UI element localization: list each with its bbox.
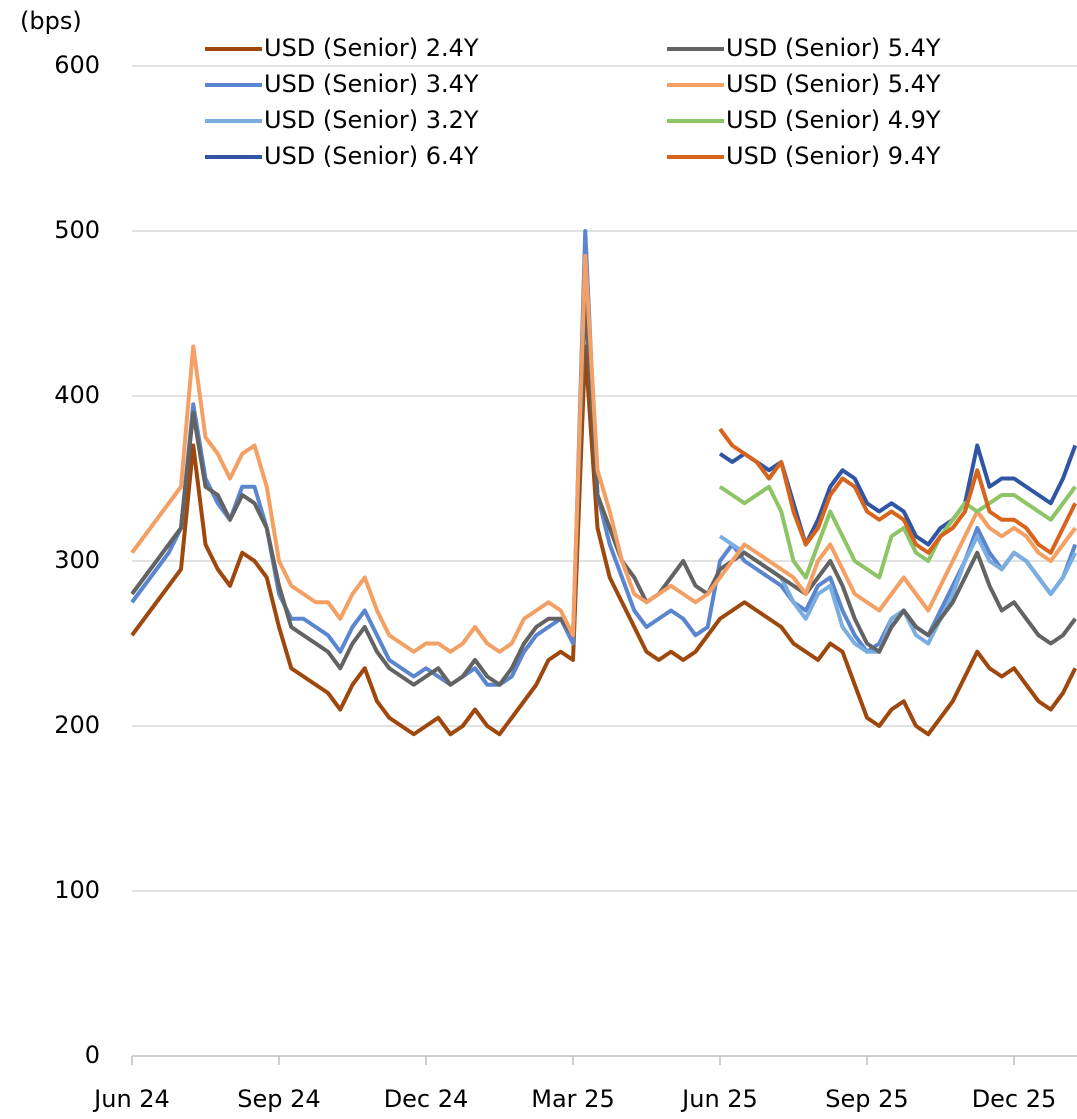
x-tick-label: Jun 25 xyxy=(680,1085,758,1113)
legend-label: USD (Senior) 3.4Y xyxy=(264,70,479,98)
legend-label: USD (Senior) 5.4Y xyxy=(726,70,941,98)
legend-label: USD (Senior) 4.9Y xyxy=(726,106,941,134)
legend-label: USD (Senior) 6.4Y xyxy=(264,142,479,170)
y-tick-label: 100 xyxy=(54,876,100,904)
y-tick-label: 600 xyxy=(54,51,100,79)
y-tick-label: 400 xyxy=(54,381,100,409)
y-tick-label: 300 xyxy=(54,546,100,574)
x-tick-label: Mar 25 xyxy=(531,1085,614,1113)
x-tick-label: Dec 25 xyxy=(972,1085,1057,1113)
legend-label: USD (Senior) 2.4Y xyxy=(264,34,479,62)
series-line xyxy=(718,427,1077,555)
series-line xyxy=(130,253,1077,654)
legend-label: USD (Senior) 9.4Y xyxy=(726,142,941,170)
legend-label: USD (Senior) 5.4Y xyxy=(726,34,941,62)
y-tick-label: 200 xyxy=(54,711,100,739)
y-tick-label: 500 xyxy=(54,216,100,244)
series-line xyxy=(130,295,1077,687)
series-line xyxy=(130,229,1077,687)
y-axis-label: (bps) xyxy=(20,7,82,35)
series-line xyxy=(718,484,1077,580)
y-tick-label: 0 xyxy=(85,1041,100,1069)
x-tick-label: Sep 25 xyxy=(825,1085,908,1113)
x-tick-label: Sep 24 xyxy=(237,1085,320,1113)
series-line xyxy=(718,534,1077,654)
x-tick-label: Dec 24 xyxy=(384,1085,469,1113)
series-line xyxy=(130,344,1077,737)
legend-label: USD (Senior) 3.2Y xyxy=(264,106,479,134)
x-tick-label: Jun 24 xyxy=(92,1085,170,1113)
